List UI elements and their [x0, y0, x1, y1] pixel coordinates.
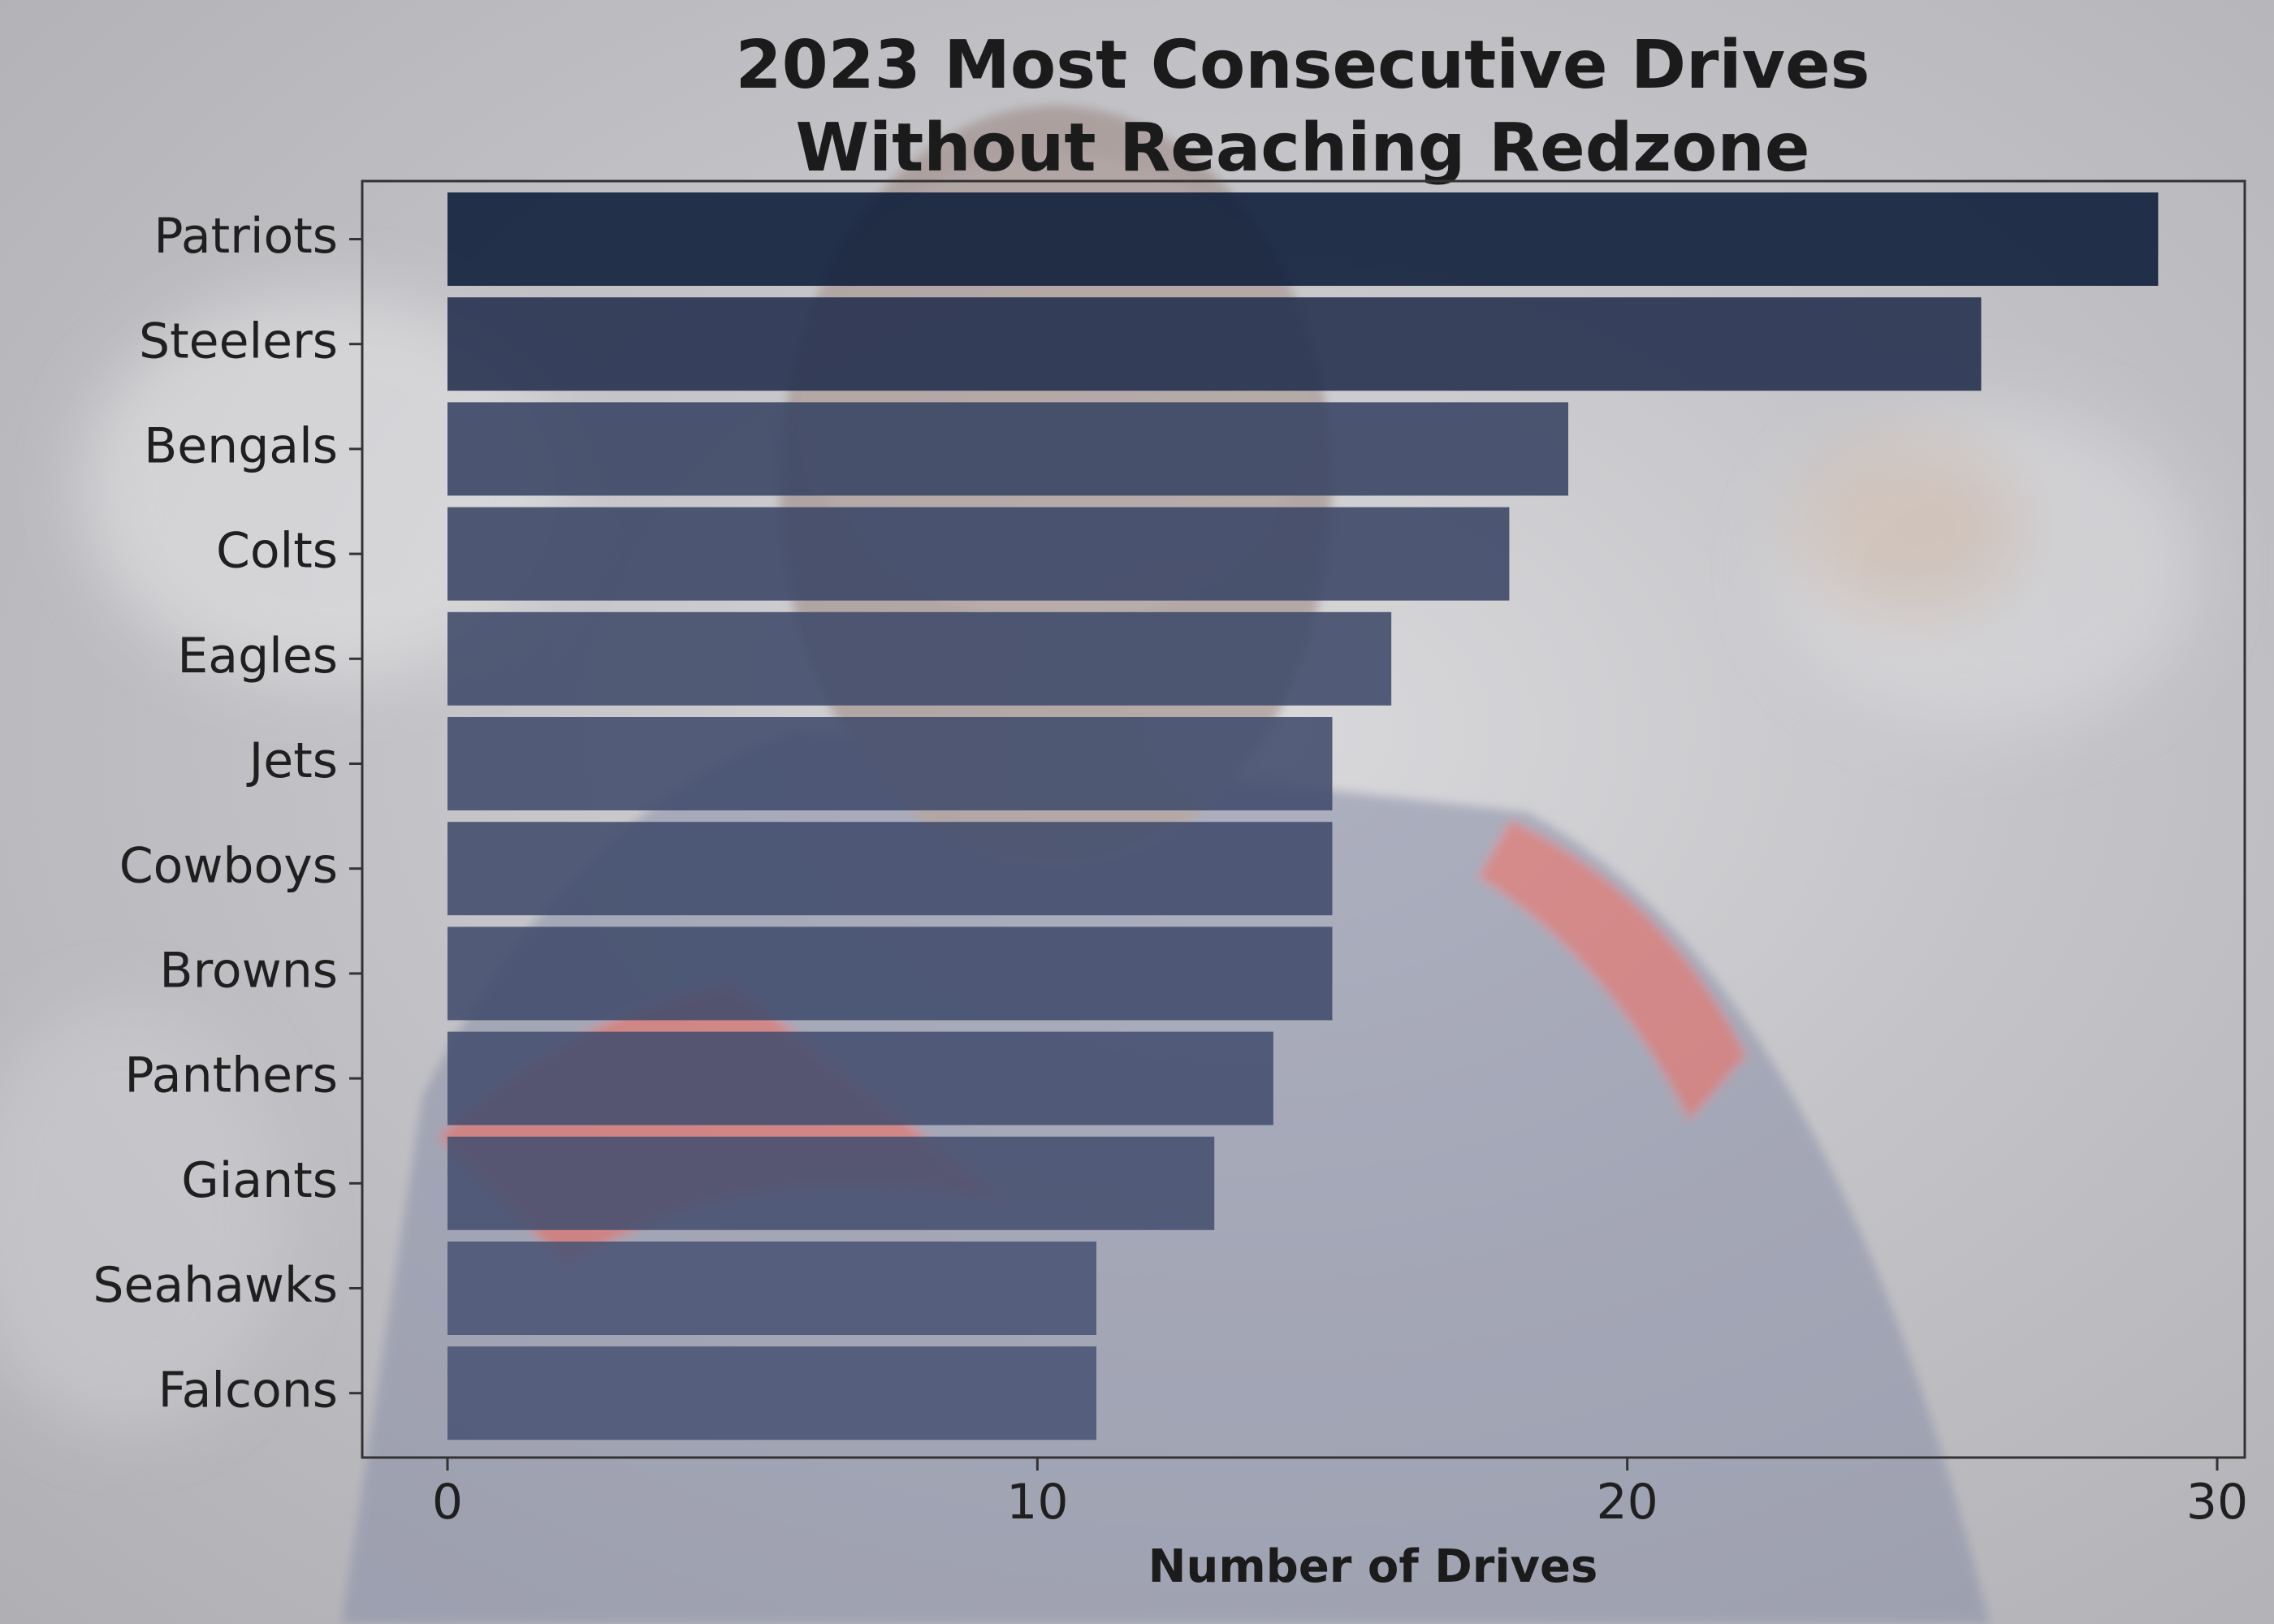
- bar-browns: [447, 926, 1333, 1021]
- y-tick-label-eagles: Eagles: [177, 628, 338, 685]
- x-tick-label-20: 20: [1596, 1474, 1658, 1531]
- bar-seahawks: [447, 1242, 1096, 1335]
- bar-jets: [447, 717, 1333, 810]
- y-tick-label-colts: Colts: [216, 523, 338, 580]
- bar-steelers: [447, 297, 1982, 391]
- bar-patriots: [447, 192, 2159, 286]
- bar-bengals: [447, 402, 1569, 496]
- x-tick-label-10: 10: [1006, 1474, 1068, 1531]
- y-tick-label-browns: Browns: [159, 942, 338, 999]
- y-tick-label-patriots: Patriots: [153, 208, 338, 265]
- x-axis-ticks: 0 10 20 30: [432, 1458, 2248, 1531]
- bar-cowboys: [447, 822, 1333, 916]
- bar-eagles: [447, 611, 1392, 706]
- x-axis-title: Number of Drives: [1148, 1540, 1598, 1593]
- y-tick-label-seahawks: Seahawks: [93, 1257, 338, 1314]
- bar-panthers: [447, 1031, 1273, 1125]
- y-tick-label-falcons: Falcons: [158, 1362, 338, 1419]
- y-tick-label-giants: Giants: [181, 1152, 338, 1209]
- x-tick-label-0: 0: [432, 1474, 463, 1531]
- y-tick-label-panthers: Panthers: [124, 1047, 338, 1104]
- axes-frame: [361, 179, 2246, 1459]
- y-axis-ticks: Patriots Steelers Bengals Colts Eagles Jets Co…: [93, 208, 362, 1419]
- y-tick-label-steelers: Steelers: [139, 313, 338, 369]
- chart-title-line-1: 2023 Most Consecutive Drives: [736, 27, 1870, 104]
- bar-falcons: [447, 1346, 1096, 1440]
- chart-title-line-2: Without Reaching Redzone: [796, 110, 1810, 187]
- bar-colts: [447, 507, 1510, 601]
- bars: [447, 192, 2159, 1440]
- y-tick-label-jets: Jets: [246, 732, 338, 789]
- x-tick-label-30: 30: [2186, 1474, 2248, 1531]
- y-tick-label-bengals: Bengals: [144, 417, 338, 474]
- bar-giants: [447, 1136, 1215, 1230]
- y-tick-label-cowboys: Cowboys: [119, 837, 338, 894]
